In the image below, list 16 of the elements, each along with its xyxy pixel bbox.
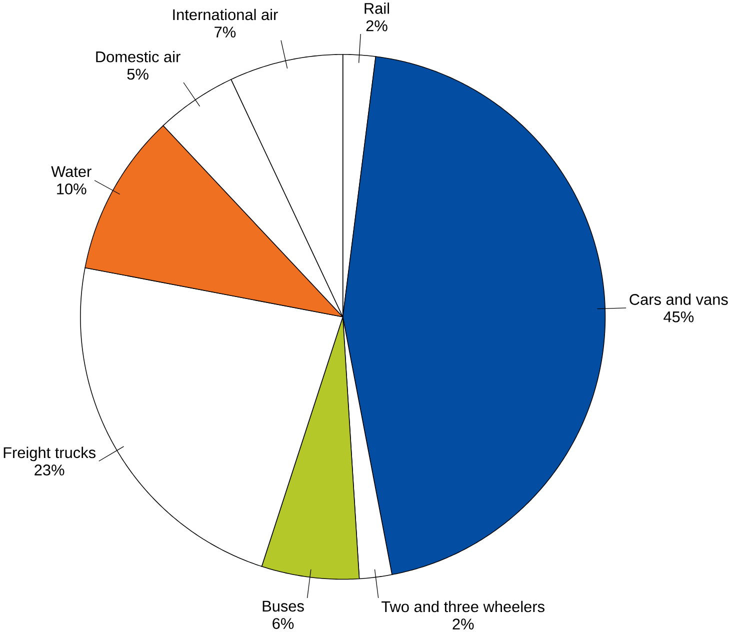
slice-label: Two and three wheelers xyxy=(382,600,544,612)
slice-label: Domestic air xyxy=(96,50,180,62)
slice-label: Freight trucks xyxy=(4,446,96,462)
slice-label: Buses xyxy=(262,600,304,612)
slice-label: International air xyxy=(173,8,278,20)
data-label: 5% xyxy=(127,68,148,80)
data-label: 6% xyxy=(272,618,294,629)
slice-label: Rail xyxy=(364,2,389,14)
data-label: 2% xyxy=(452,618,474,630)
data-label: 45% xyxy=(664,311,694,322)
data-label: 10% xyxy=(57,183,86,194)
slice-label: Cars and vans xyxy=(630,294,728,305)
data-label: 23% xyxy=(34,464,64,476)
slice-label: Water xyxy=(51,166,92,178)
data-label: 7% xyxy=(214,26,236,38)
data-label: 2% xyxy=(366,20,388,32)
